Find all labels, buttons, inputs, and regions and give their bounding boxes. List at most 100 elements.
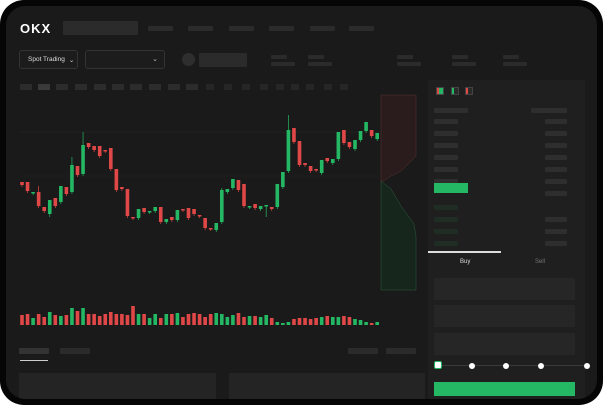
orderbook-both-icon[interactable] [436, 87, 444, 95]
candle-body [347, 142, 352, 147]
candle-body [336, 132, 341, 159]
okx-logo[interactable]: OKX [20, 21, 52, 36]
volume-bar [158, 318, 163, 325]
slider-handle[interactable] [434, 361, 442, 369]
buy-submit-button[interactable] [434, 382, 575, 396]
volume-bar [231, 315, 235, 325]
slider-track[interactable] [438, 365, 588, 366]
ask-size [545, 155, 567, 160]
price-chart[interactable] [6, 6, 597, 399]
filter-button[interactable] [386, 348, 416, 354]
volume-bar [192, 313, 196, 325]
tab-sell[interactable]: Sell [535, 259, 546, 265]
volume-bar [342, 316, 346, 325]
timeframe-button[interactable] [149, 84, 161, 90]
drawing-tool-icon[interactable] [242, 84, 250, 90]
volume-bar [347, 317, 352, 325]
nav-item[interactable] [269, 26, 294, 31]
candle-body [158, 207, 163, 222]
candle-body [353, 140, 357, 149]
candle-body [231, 179, 235, 188]
nav-item[interactable] [310, 26, 335, 31]
volume-bar [114, 314, 119, 325]
volume-bar [47, 312, 52, 325]
bid-price [434, 241, 458, 246]
stat-value [503, 62, 527, 66]
search-bar[interactable] [63, 21, 138, 35]
drawing-tool-icon[interactable] [340, 84, 348, 90]
volume-bar [59, 316, 63, 325]
timeframe-button[interactable] [20, 84, 32, 90]
candle-body [208, 228, 213, 230]
drawing-tool-icon[interactable] [276, 84, 284, 90]
drawing-tool-icon[interactable] [260, 84, 268, 90]
stat-value [308, 62, 332, 66]
volume-bar [31, 318, 35, 325]
candle-body [42, 207, 46, 211]
volume-bar [147, 318, 152, 325]
candle-body [31, 192, 35, 194]
drawing-tool-icon[interactable] [206, 84, 214, 90]
volume-bar [164, 314, 169, 325]
drawing-tool-icon[interactable] [306, 84, 314, 90]
tab-order-history[interactable] [60, 348, 90, 354]
volume-bar [308, 319, 313, 325]
nav-item[interactable] [148, 26, 173, 31]
candle-body [120, 187, 124, 189]
candle-body [20, 182, 24, 185]
candle-body [164, 219, 169, 222]
tab-open-orders[interactable] [19, 348, 49, 354]
volume-bar [75, 311, 80, 325]
market-select[interactable]: Spot Trading ⌄ [19, 50, 78, 69]
candle-body [214, 223, 219, 230]
timeframe-button[interactable] [130, 84, 142, 90]
orders-panel-right [229, 373, 425, 399]
pair-select[interactable]: ⌄ [85, 50, 165, 69]
timeframe-button[interactable] [94, 84, 106, 90]
volume-bar [97, 316, 102, 325]
stat-value [452, 62, 476, 66]
slider-step-100[interactable] [584, 363, 590, 369]
bid-size [545, 241, 567, 246]
candle-body [197, 215, 202, 217]
bid-size [545, 217, 567, 222]
volume-bar [181, 317, 185, 325]
timeframe-button[interactable] [186, 84, 198, 90]
timeframe-button[interactable] [56, 84, 68, 90]
volume-bar [220, 314, 224, 325]
slider-step-25[interactable] [469, 363, 475, 369]
orderbook-asks-icon[interactable] [465, 87, 473, 95]
orderbook-bids-icon[interactable] [451, 87, 459, 95]
total-input[interactable] [434, 333, 575, 355]
drawing-tool-icon[interactable] [224, 84, 232, 90]
amount-input[interactable] [434, 305, 575, 327]
drawing-tool-icon[interactable] [291, 84, 299, 90]
nav-item[interactable] [188, 26, 213, 31]
candle-body [281, 172, 285, 187]
volume-bar [42, 317, 46, 325]
candle-body [86, 143, 91, 147]
timeframe-button[interactable] [112, 84, 124, 90]
volume-bar [86, 314, 91, 325]
size [545, 191, 567, 196]
tab-buy[interactable]: Buy [460, 259, 471, 265]
stat-label [452, 55, 468, 59]
nav-item[interactable] [229, 26, 254, 31]
candle-body [47, 200, 52, 214]
volume-bar [331, 317, 335, 325]
orderbook-header [434, 108, 468, 113]
timeframe-button[interactable] [168, 84, 180, 90]
volume-bar [369, 323, 374, 325]
slider-step-50[interactable] [503, 363, 509, 369]
filter-button[interactable] [348, 348, 378, 354]
timeframe-button[interactable] [38, 84, 50, 90]
candle-body [331, 159, 335, 163]
candle-body [170, 217, 174, 220]
nav-item[interactable] [349, 26, 374, 31]
candle-body [225, 189, 230, 192]
slider-step-75[interactable] [538, 363, 544, 369]
drawing-tool-icon[interactable] [324, 84, 332, 90]
trading-screen: OKX Spot Trading ⌄ ⌄ Buy Sell [6, 6, 597, 399]
timeframe-button[interactable] [75, 84, 87, 90]
price-input[interactable] [434, 278, 575, 300]
